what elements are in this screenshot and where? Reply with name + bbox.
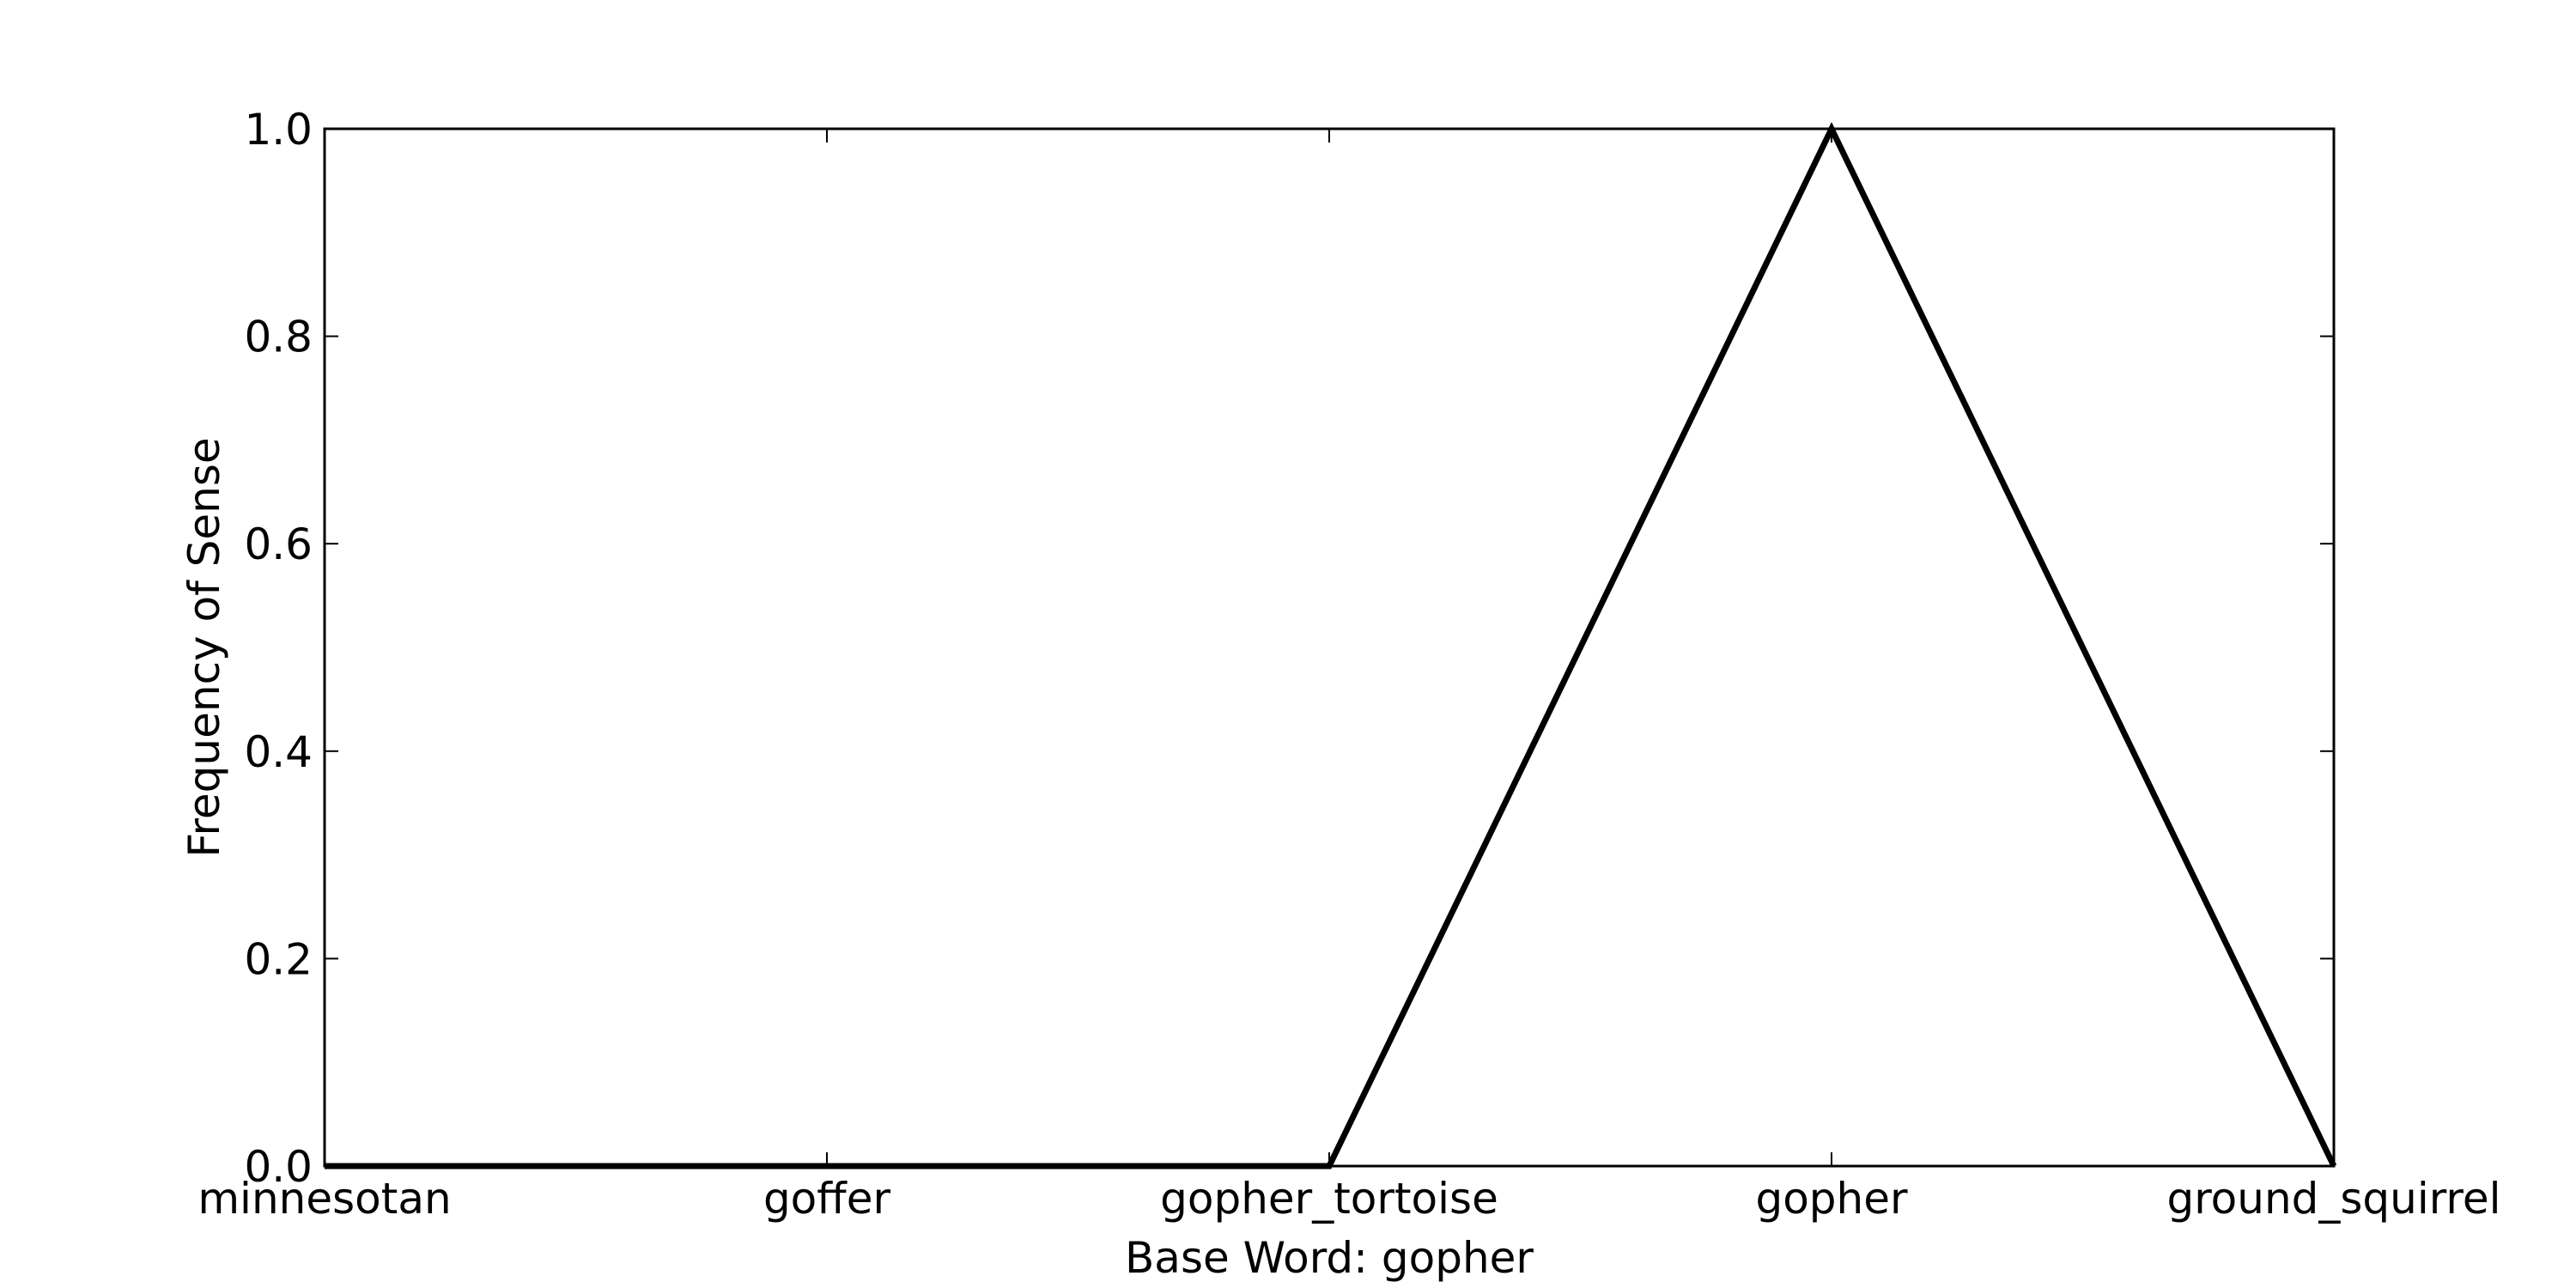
y-tick-label: 0.8 — [244, 313, 313, 362]
y-tick-labels: 0.0 0.2 0.4 0.6 0.8 1.0 — [244, 105, 313, 1192]
x-tick-label: gopher_tortoise — [1160, 1174, 1498, 1224]
y-tick-label: 0.4 — [244, 727, 313, 777]
x-tick-label: minnesotan — [197, 1174, 451, 1224]
y-tick-label: 0.2 — [244, 934, 313, 984]
x-tick-label: goffer — [763, 1174, 891, 1224]
tick-marks — [324, 128, 2335, 1167]
y-axis-label: Frequency of Sense — [179, 437, 229, 857]
x-tick-label: ground_squirrel — [2166, 1174, 2500, 1224]
series-line — [325, 121, 2337, 1170]
y-tick-label: 0.6 — [244, 519, 313, 569]
y-tick-label: 0.0 — [244, 1142, 313, 1192]
y-tick-label: 1.0 — [244, 105, 313, 155]
x-tick-labels: minnesotan goffer gopher_tortoise gopher gro… — [197, 1174, 2500, 1224]
x-axis-label: Base Word: gopher — [1125, 1233, 1534, 1283]
plot-area-frame — [323, 127, 2336, 1168]
x-tick-label: gopher — [1755, 1174, 1908, 1224]
